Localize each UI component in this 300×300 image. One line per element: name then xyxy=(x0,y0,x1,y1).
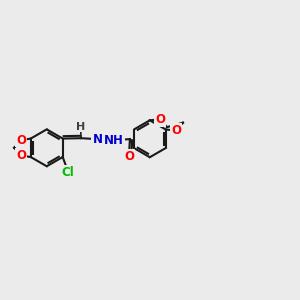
Text: O: O xyxy=(155,113,165,126)
Text: O: O xyxy=(16,134,26,147)
Text: Cl: Cl xyxy=(62,166,75,179)
Text: O: O xyxy=(171,124,181,137)
Text: O: O xyxy=(16,149,26,162)
Text: O: O xyxy=(124,150,134,163)
Text: N: N xyxy=(92,133,102,146)
Text: NH: NH xyxy=(104,134,124,147)
Text: H: H xyxy=(76,122,85,132)
